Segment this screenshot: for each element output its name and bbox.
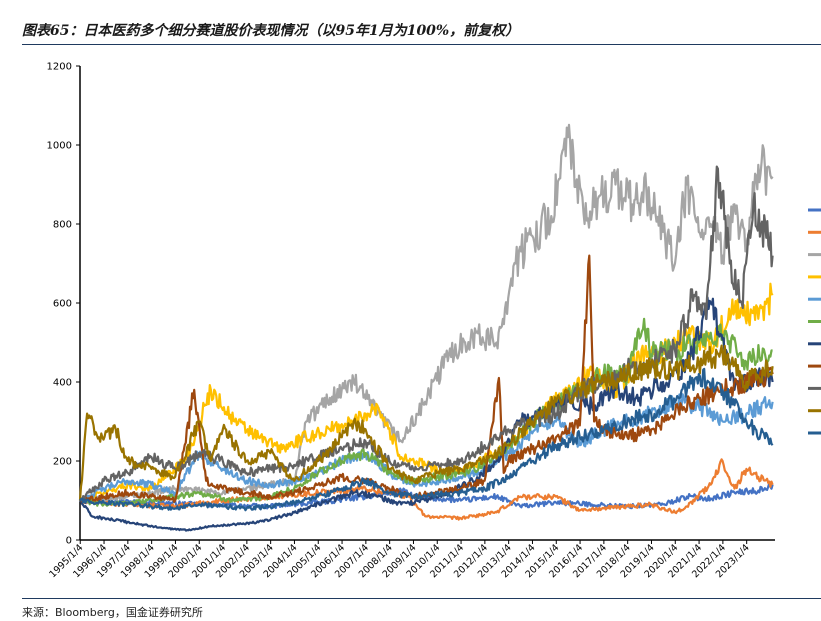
y-tick-label: 1200 [47,62,72,73]
series-lines [78,123,774,532]
source-note: 来源：Bloomberg，国金证券研究所 [22,606,203,619]
y-tick-label: 800 [53,220,72,231]
series-line [79,254,774,504]
line-chart: 0200400600800100012001995/1/41996/1/4199… [47,62,821,580]
series-line [79,165,774,502]
y-tick-label: 0 [66,536,72,547]
y-tick-label: 200 [53,457,72,468]
series-line [79,123,774,504]
series-line [79,367,774,512]
legend [808,208,821,435]
footer-rule [22,598,821,599]
series-line [79,296,774,532]
series-line [78,344,774,501]
title-rule [22,44,821,45]
chart-title: 图表65：日本医药多个细分赛道股价表现情况（以95年1月为100%，前复权） [22,23,520,39]
y-tick-label: 400 [53,378,72,389]
y-tick-label: 1000 [47,141,72,152]
y-tick-label: 600 [53,299,72,310]
